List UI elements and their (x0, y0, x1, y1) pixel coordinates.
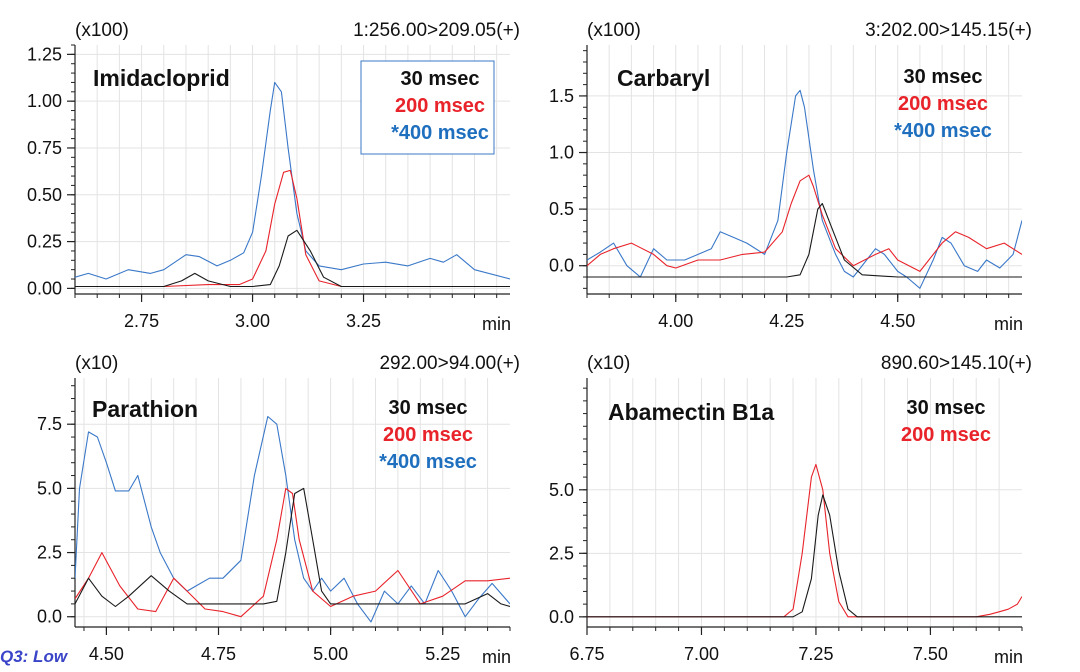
x-unit-label: min (994, 647, 1023, 667)
y-tick-label: 0.50 (27, 185, 62, 205)
compound-name: Carbaryl (617, 65, 710, 91)
y-tick-label: 7.5 (37, 414, 62, 434)
series-line-30-msec (587, 202, 1022, 278)
chart-panel-4: 6.75 7.00 7.25 7.50 min 0.0 2.5 5.0 (x10) 890.60>… (549, 353, 1032, 667)
legend-entry: *400 msec (894, 120, 992, 142)
y-tick-label: 2.5 (37, 543, 62, 563)
y-tick-label: 5.0 (549, 480, 574, 500)
compound-name: Abamectin B1a (608, 399, 774, 425)
series-line-200-msec (587, 463, 1022, 618)
chart-panel-1: 2.75 3.00 3.25 min 0.00 0.25 0.50 0.75 1.00 1.25 (… (27, 20, 520, 334)
x-tick-label: 5.25 (425, 644, 460, 664)
transition-label: 292.00>94.00(+) (379, 353, 520, 374)
y-tick-label: 0.0 (549, 256, 574, 276)
x-tick-label: 5.00 (313, 644, 348, 664)
y-tick-label: 0.5 (549, 199, 574, 219)
legend-entry: 200 msec (898, 93, 988, 115)
legend-entry: 200 msec (395, 95, 485, 117)
legend-entry: 30 msec (904, 66, 983, 88)
x-unit-label: min (482, 314, 511, 334)
y-tick-label: 0.25 (27, 232, 62, 252)
y-tick-label: 1.5 (549, 86, 574, 106)
y-tick-label: 1.00 (27, 91, 62, 111)
y-tick-label: 0.0 (37, 607, 62, 627)
x-tick-label: 2.75 (124, 311, 159, 331)
legend-entry: *400 msec (379, 451, 477, 473)
chart-panel-3: 4.50 4.75 5.00 5.25 min 0.0 2.5 5.0 7.5 (x10) 292.… (37, 353, 520, 667)
legend-entry: 30 msec (907, 397, 986, 419)
x-tick-label: 3.25 (346, 311, 381, 331)
y-tick-label: 1.25 (27, 44, 62, 64)
series-line-200-msec (587, 174, 1022, 272)
legend-box (360, 60, 495, 155)
y-multiplier-label: (x10) (75, 353, 118, 374)
y-multiplier-label: (x100) (587, 20, 641, 41)
x-unit-label: min (994, 314, 1023, 334)
x-tick-label: 7.50 (913, 644, 948, 664)
x-tick-label: 4.50 (880, 311, 915, 331)
series-group (587, 463, 1022, 618)
series-line-200-msec (75, 169, 510, 288)
x-tick-label: 7.00 (684, 644, 719, 664)
transition-label: 1:256.00>209.05(+) (353, 20, 520, 41)
x-tick-label: 3.00 (235, 311, 270, 331)
legend-entry: 200 msec (383, 424, 473, 446)
series-line-30-msec (587, 494, 1022, 618)
x-unit-label: min (482, 647, 511, 667)
series-line-400-msec (75, 415, 510, 623)
legend-entry: 30 msec (401, 68, 480, 90)
series-line-200-msec (75, 487, 510, 618)
x-tick-label: 4.50 (89, 644, 124, 664)
footnote-label: Q3: Low (0, 647, 68, 666)
y-multiplier-label: (x10) (587, 353, 630, 374)
x-tick-label: 6.75 (569, 644, 604, 664)
y-multiplier-label: (x100) (75, 20, 129, 41)
series-line-30-msec (75, 229, 510, 288)
compound-name: Imidacloprid (93, 65, 230, 91)
series-line-400-msec (587, 89, 1022, 289)
transition-label: 890.60>145.10(+) (881, 353, 1032, 374)
series-group (75, 415, 510, 623)
x-tick-label: 4.75 (201, 644, 236, 664)
legend-entry: *400 msec (391, 122, 489, 144)
compound-name: Parathion (92, 396, 198, 422)
x-tick-label: 4.00 (658, 311, 693, 331)
y-tick-label: 0.00 (27, 278, 62, 298)
legend-entry: 200 msec (901, 424, 991, 446)
y-tick-label: 5.0 (37, 478, 62, 498)
chart-panel-2: 4.00 4.25 4.50 min 0.0 0.5 1.0 1.5 (x100) 3:202.0… (549, 20, 1032, 334)
series-line-400-msec (75, 81, 510, 280)
transition-label: 3:202.00>145.15(+) (865, 20, 1032, 41)
y-tick-label: 0.75 (27, 138, 62, 158)
y-tick-label: 2.5 (549, 543, 574, 563)
series-group (587, 89, 1022, 289)
y-tick-label: 1.0 (549, 143, 574, 163)
legend-entry: 30 msec (389, 397, 468, 419)
series-group (75, 81, 510, 288)
x-tick-label: 7.25 (798, 644, 833, 664)
x-tick-label: 4.25 (769, 311, 804, 331)
series-line-30-msec (75, 487, 510, 608)
y-tick-label: 0.0 (549, 607, 574, 627)
